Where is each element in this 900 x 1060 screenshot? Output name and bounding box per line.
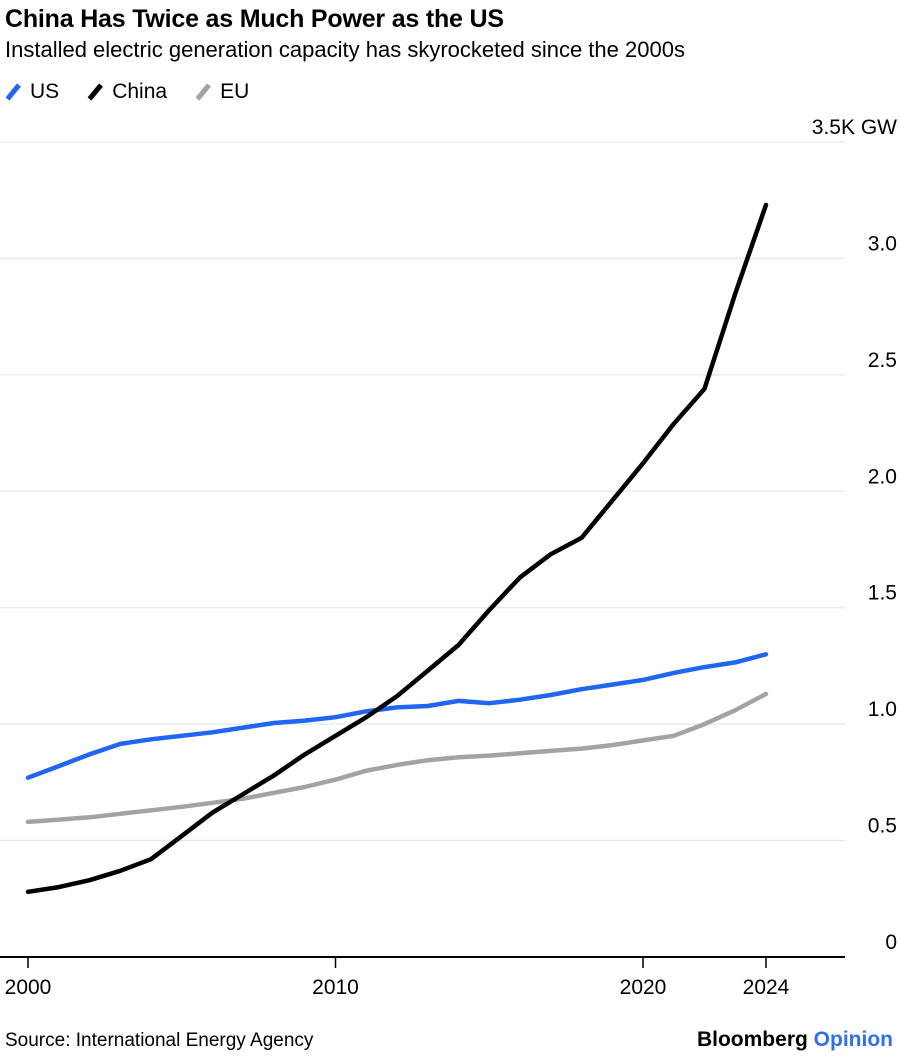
- legend-label-china: China: [112, 80, 168, 103]
- bloomberg-opinion-logo: Bloomberg Opinion: [697, 1028, 893, 1052]
- chart-legend: US China EU: [5, 80, 249, 104]
- y-axis-label: 0: [885, 931, 897, 954]
- line-chart: 0 0.5 1.0 1.5 2.0 2.5 3.0 3.5K GW 2000 2010 2020 20…: [0, 100, 900, 1010]
- china-line-swatch-icon: [87, 82, 104, 102]
- y-axis-label: 3.5K GW: [812, 116, 897, 139]
- chart-svg: 0 0.5 1.0 1.5 2.0 2.5 3.0 3.5K GW 2000 2010 2020 20…: [0, 116, 897, 999]
- legend-item-us: US: [5, 80, 59, 104]
- chart-subtitle: Installed electric generation capacity h…: [5, 37, 685, 62]
- eu-line-swatch-icon: [195, 82, 212, 102]
- legend-label-us: US: [30, 80, 60, 103]
- us-series-line: [25, 652, 769, 780]
- y-axis-label: 0.5: [868, 815, 897, 838]
- chart-footer: Source: International Energy Agency Bloo…: [0, 1028, 900, 1052]
- page-title: China Has Twice as Much Power as the US: [5, 5, 504, 33]
- eu-series-line: [25, 691, 769, 825]
- y-axis-label: 3.0: [868, 232, 897, 255]
- opinion-wordmark: Opinion: [813, 1028, 893, 1051]
- y-axis-label: 1.5: [868, 582, 897, 605]
- us-line-swatch-icon: [5, 82, 22, 102]
- y-axis-label: 2.0: [868, 465, 897, 488]
- y-axis-label: 2.5: [868, 349, 897, 372]
- x-axis-label: 2010: [312, 976, 359, 999]
- y-axis-label: 1.0: [868, 698, 897, 721]
- legend-item-china: China: [87, 80, 167, 104]
- bloomberg-wordmark: Bloomberg: [696, 1028, 808, 1051]
- source-credit: Source: International Energy Agency: [5, 1030, 314, 1051]
- x-axis-label: 2024: [743, 976, 790, 999]
- legend-label-eu: EU: [220, 80, 250, 103]
- china-series-line: [25, 202, 769, 895]
- x-axis-label: 2000: [5, 976, 52, 999]
- x-axis-label: 2020: [620, 976, 667, 999]
- legend-item-eu: EU: [195, 80, 249, 104]
